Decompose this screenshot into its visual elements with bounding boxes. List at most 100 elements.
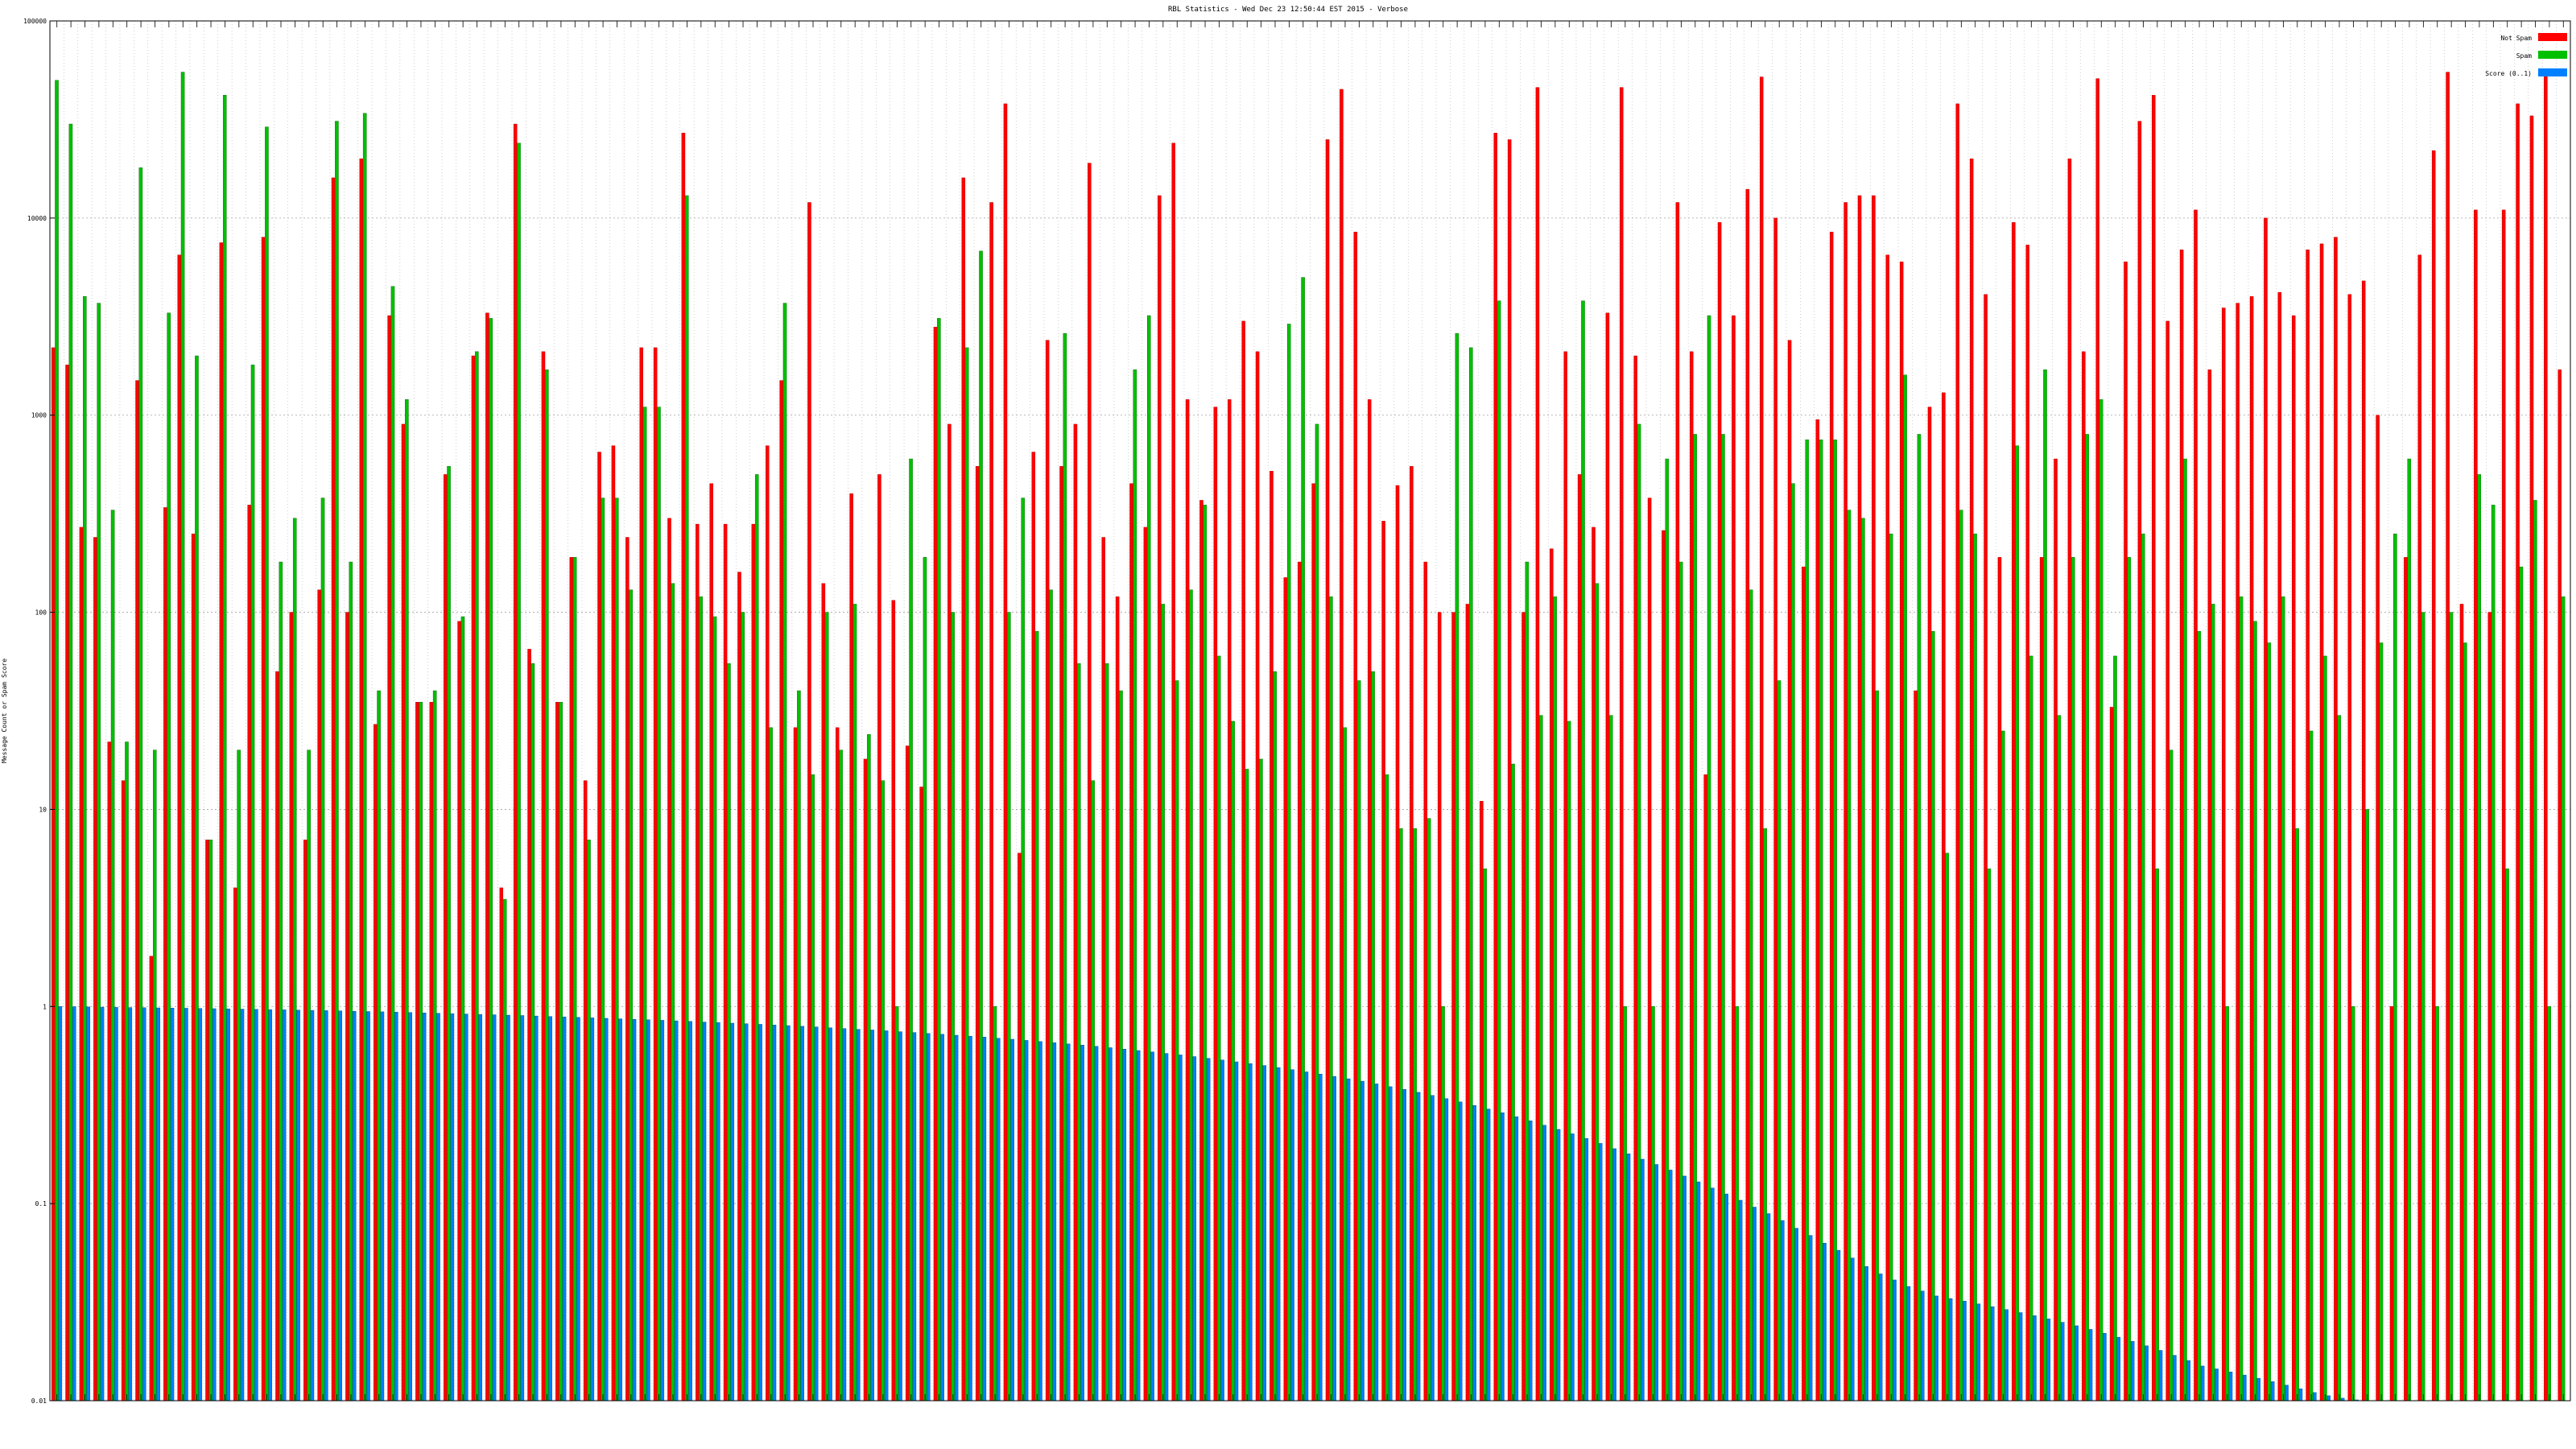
bar-spam [2029, 655, 2033, 1402]
bar-not-spam [1199, 500, 1203, 1402]
bar-spam [1623, 1006, 1627, 1402]
bar-not-spam [1018, 852, 1022, 1402]
bar-spam [1315, 423, 1319, 1402]
bar-not-spam [513, 123, 518, 1402]
bar-spam [1735, 1006, 1740, 1402]
bar-score [2018, 1312, 2023, 1402]
bar-score [1781, 1220, 1785, 1402]
bar-score [2060, 1322, 2065, 1402]
bar-spam [1189, 589, 1193, 1402]
bar-not-spam [779, 380, 783, 1402]
bar-spam [699, 596, 703, 1402]
bar-score [1501, 1113, 1505, 1402]
bar-score [212, 1008, 217, 1402]
y-tick-label: 100 [35, 609, 47, 617]
bar-not-spam [1325, 139, 1330, 1402]
bar-not-spam [1843, 202, 1847, 1402]
bar-spam [1539, 715, 1543, 1402]
bar-score [1192, 1056, 1197, 1402]
bar-not-spam [1829, 231, 1834, 1402]
bar-not-spam [905, 745, 910, 1402]
bar-spam [572, 557, 577, 1402]
bar-not-spam [471, 355, 476, 1402]
y-tick-label: 1000 [31, 412, 47, 419]
bar-score [1249, 1063, 1253, 1402]
bar-score [324, 1010, 328, 1402]
bar-spam [349, 561, 353, 1402]
bar-spam [545, 369, 549, 1402]
bar-not-spam [2067, 158, 2072, 1402]
bar-not-spam [2389, 1006, 2394, 1402]
bar-spam [671, 583, 675, 1402]
bar-spam [1161, 604, 1165, 1402]
bar-score [1262, 1065, 1267, 1402]
bar-spam [629, 589, 633, 1402]
bar-spam [1903, 374, 1907, 1402]
bar-not-spam [457, 621, 461, 1402]
bar-spam [1637, 423, 1641, 1402]
bar-score [520, 1015, 525, 1402]
bar-not-spam [1633, 355, 1637, 1402]
bar-score [1612, 1148, 1616, 1402]
bar-not-spam [2306, 250, 2310, 1402]
bar-spam [335, 121, 339, 1402]
bar-spam [1231, 720, 1235, 1402]
plot-frame [49, 20, 2571, 1402]
y-tick-label: 1 [43, 1003, 47, 1010]
bar-not-spam [2124, 261, 2128, 1402]
bar-not-spam [2222, 308, 2226, 1402]
bar-score [786, 1025, 791, 1402]
bar-score [1066, 1043, 1071, 1402]
bar-spam [180, 72, 185, 1402]
bar-not-spam [303, 840, 308, 1402]
bar-score [2285, 1385, 2289, 1402]
bar-score [352, 1010, 357, 1402]
bar-spam [1469, 347, 1473, 1402]
bar-not-spam [65, 365, 69, 1402]
bar-not-spam [1045, 340, 1050, 1402]
bar-spam [1049, 589, 1053, 1402]
bar-not-spam [1410, 466, 1414, 1402]
bar-spam [83, 296, 87, 1402]
bar-spam [923, 557, 927, 1402]
bar-not-spam [2291, 315, 2296, 1402]
bar-not-spam [121, 780, 126, 1402]
bar-spam [839, 749, 843, 1402]
bar-not-spam [1857, 195, 1862, 1402]
bar-spam [1301, 277, 1305, 1402]
bar-spam [2099, 399, 2103, 1402]
bar-score [2074, 1325, 2079, 1402]
bar-score [2256, 1377, 2261, 1402]
bar-score [1641, 1158, 1645, 1402]
bar-spam [138, 167, 143, 1402]
bar-spam [1651, 1006, 1655, 1402]
bar-not-spam [2446, 72, 2450, 1402]
bar-score [436, 1013, 440, 1402]
bar-spam [2491, 505, 2496, 1402]
bar-spam [2323, 655, 2327, 1402]
bar-not-spam [1760, 76, 1764, 1402]
bar-not-spam [1690, 351, 1694, 1402]
bar-score [1389, 1086, 1393, 1402]
bar-score [310, 1009, 315, 1402]
bar-not-spam [2516, 103, 2520, 1402]
bar-not-spam [1984, 294, 1988, 1402]
bar-score [2326, 1395, 2331, 1402]
legend-swatch [2538, 68, 2567, 76]
bar-spam [2197, 631, 2202, 1402]
bar-spam [1693, 434, 1697, 1402]
bar-not-spam [485, 312, 489, 1402]
bar-not-spam [2376, 415, 2380, 1402]
bars-group [51, 70, 2566, 1402]
bar-score [58, 1006, 63, 1402]
bar-not-spam [2152, 95, 2156, 1402]
bar-not-spam [2207, 369, 2212, 1402]
bar-spam [530, 663, 535, 1402]
bar-spam [2561, 596, 2566, 1402]
bar-not-spam [149, 956, 154, 1402]
bar-score [296, 1009, 300, 1402]
bar-spam [1791, 483, 1795, 1402]
bar-not-spam [1171, 142, 1175, 1402]
bar-score [1164, 1053, 1169, 1402]
bar-not-spam [555, 702, 559, 1402]
